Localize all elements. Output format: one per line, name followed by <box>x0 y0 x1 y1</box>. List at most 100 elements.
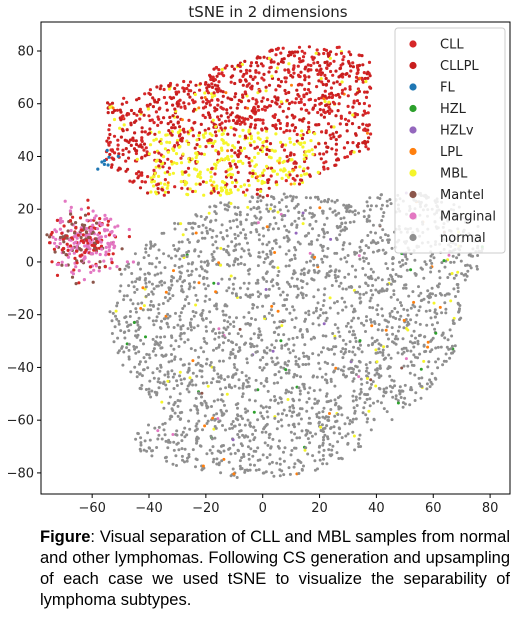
point-normal <box>351 417 355 421</box>
point-normal <box>135 345 138 349</box>
point-normal <box>248 200 252 204</box>
point-cll <box>329 86 333 90</box>
point-normal <box>200 395 203 399</box>
point-normal <box>321 410 325 414</box>
point-mbl <box>316 170 320 174</box>
point-normal <box>154 353 158 357</box>
point-cll <box>82 240 86 245</box>
point-cll <box>173 86 177 91</box>
point-normal <box>172 276 175 280</box>
point-cll <box>176 104 180 108</box>
point-normal <box>151 337 155 341</box>
point-normal <box>116 336 120 340</box>
point-cll <box>147 114 151 118</box>
point-normal <box>317 269 321 273</box>
point-cll <box>256 105 260 109</box>
point-marginal <box>357 254 361 258</box>
point-cll <box>345 155 349 159</box>
point-normal <box>288 405 292 409</box>
point-normal <box>289 430 293 434</box>
point-normal <box>242 455 246 458</box>
point-cll <box>228 161 232 166</box>
point-normal <box>228 315 232 319</box>
point-normal <box>235 225 239 229</box>
point-normal <box>134 280 137 284</box>
point-cll <box>106 223 110 227</box>
point-normal <box>153 243 157 247</box>
point-normal <box>150 290 154 294</box>
point-normal <box>170 407 174 411</box>
point-normal <box>276 401 280 405</box>
point-normal <box>156 284 160 288</box>
point-cll <box>171 123 175 127</box>
point-cll <box>73 256 77 260</box>
point-normal <box>364 257 368 260</box>
point-normal <box>386 238 390 242</box>
point-mbl <box>258 137 262 141</box>
point-normal <box>219 374 223 378</box>
point-normal <box>382 394 385 398</box>
point-normal <box>221 348 225 352</box>
point-cll <box>203 105 208 109</box>
point-mbl <box>270 148 274 152</box>
point-mbl <box>146 107 150 111</box>
point-normal <box>446 276 450 279</box>
point-normal <box>278 245 282 249</box>
point-cll <box>306 166 310 170</box>
point-hzl <box>284 368 288 372</box>
point-normal <box>308 441 312 445</box>
point-cll <box>173 185 177 189</box>
point-normal <box>324 334 328 338</box>
point-cll <box>327 105 331 109</box>
point-normal <box>292 406 296 410</box>
point-normal <box>248 468 252 472</box>
point-cll <box>137 170 141 174</box>
point-normal <box>254 429 257 432</box>
point-normal <box>320 429 324 433</box>
point-cll <box>334 142 338 146</box>
legend-label-fl: FL <box>440 81 455 96</box>
point-normal <box>399 396 403 399</box>
point-normal <box>159 335 163 339</box>
point-marginal <box>83 256 87 260</box>
point-normal <box>136 333 140 337</box>
point-normal <box>237 242 241 246</box>
point-cll <box>340 91 344 95</box>
point-normal <box>428 385 432 389</box>
point-cll <box>148 127 152 131</box>
point-cll <box>293 126 298 130</box>
point-cll <box>148 131 152 135</box>
point-normal <box>367 262 371 265</box>
point-normal <box>287 249 291 253</box>
point-marginal <box>106 242 110 246</box>
point-marginal <box>107 248 111 252</box>
point-normal <box>336 440 340 444</box>
point-cll <box>240 116 245 120</box>
point-normal <box>204 294 208 298</box>
point-normal <box>119 272 123 276</box>
point-mantel <box>70 275 75 279</box>
point-marginal <box>109 257 113 261</box>
point-mbl <box>292 182 296 186</box>
point-mbl <box>279 100 283 104</box>
point-cll <box>156 187 160 191</box>
point-cll <box>325 145 329 149</box>
point-normal <box>244 218 248 222</box>
plot-frame <box>40 21 511 495</box>
point-normal <box>304 446 308 450</box>
point-normal <box>197 355 201 359</box>
point-cll <box>290 50 294 54</box>
point-cll <box>339 114 343 118</box>
point-cll <box>225 108 229 112</box>
point-mbl <box>206 168 210 172</box>
point-cll <box>262 78 266 82</box>
point-normal <box>350 420 354 424</box>
point-normal <box>364 291 368 295</box>
point-normal <box>201 428 204 432</box>
point-cll <box>236 170 240 174</box>
point-cll <box>338 82 342 86</box>
point-normal <box>245 357 249 361</box>
point-mbl <box>188 187 192 191</box>
point-cll <box>356 145 360 149</box>
point-mantel <box>61 235 65 239</box>
